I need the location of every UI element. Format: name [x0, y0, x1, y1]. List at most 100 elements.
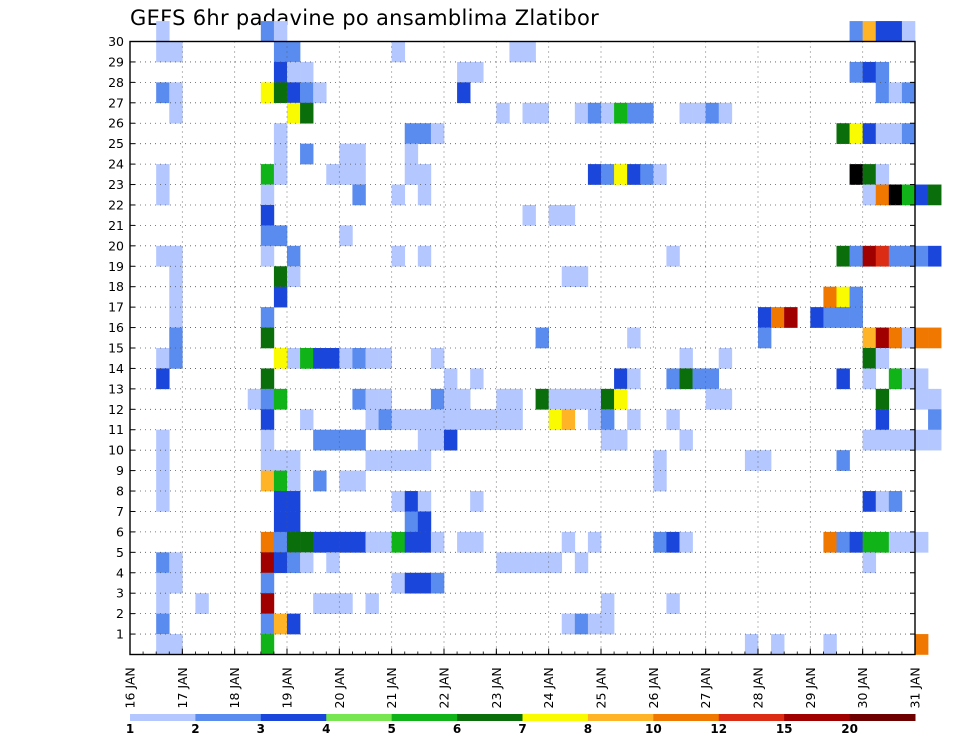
heatmap-cell: [169, 348, 183, 369]
heatmap-cell: [169, 102, 183, 124]
heatmap-cell: [169, 266, 183, 287]
heatmap-cell: [156, 593, 170, 614]
heatmap-cell: [156, 572, 170, 594]
heatmap-cell: [417, 491, 432, 512]
heatmap-cell: [287, 41, 301, 63]
x-tick-label: 24 JAN: [541, 667, 556, 708]
heatmap-cell: [849, 164, 863, 185]
colorbar-label: 10: [645, 722, 662, 736]
heatmap-cell: [679, 531, 693, 553]
heatmap-cell: [470, 368, 484, 390]
heatmap-cell: [156, 470, 170, 492]
heatmap-cell: [352, 184, 366, 206]
heatmap-cell: [823, 531, 837, 553]
heatmap-cell: [260, 21, 275, 42]
heatmap-cell: [561, 266, 576, 287]
heatmap-cell: [430, 388, 445, 410]
heatmap-cell: [901, 123, 916, 144]
heatmap-cell: [875, 429, 890, 451]
heatmap-cell: [561, 531, 576, 553]
heatmap-cell: [875, 82, 890, 104]
heatmap-cell: [627, 368, 641, 390]
heatmap-cell: [430, 123, 445, 144]
heatmap-cell: [888, 82, 903, 104]
heatmap-cell: [901, 429, 916, 451]
heatmap-cell: [326, 429, 340, 451]
heatmap-cell: [771, 307, 785, 328]
heatmap-cell: [862, 327, 877, 349]
heatmap-cell: [548, 409, 563, 431]
heatmap-cell: [391, 41, 406, 63]
heatmap-cell: [653, 531, 667, 553]
heatmap-cell: [875, 184, 890, 206]
heatmap-cell: [548, 388, 563, 410]
heatmap-cell: [156, 552, 170, 574]
heatmap-cell: [378, 388, 392, 410]
heatmap-cell: [928, 245, 942, 267]
heatmap-cell: [287, 491, 301, 512]
heatmap-cell: [260, 552, 275, 574]
heatmap-cell: [601, 613, 615, 635]
heatmap-cell: [758, 450, 772, 471]
heatmap-cell: [862, 429, 877, 451]
chart-title: GEFS 6hr padavine po ansamblima Zlatibor: [130, 6, 600, 30]
heatmap-cell: [627, 327, 641, 349]
heatmap-cell: [915, 368, 929, 390]
heatmap-cell: [339, 593, 353, 614]
heatmap-cell: [169, 634, 183, 655]
heatmap-cell: [273, 286, 288, 308]
heatmap-cell: [404, 491, 419, 512]
heatmap-cell: [744, 450, 759, 471]
heatmap-cell: [574, 266, 589, 287]
heatmap-cell: [260, 388, 275, 410]
heatmap-cell: [718, 388, 733, 410]
heatmap-cell: [169, 552, 183, 574]
y-tick-label: 12: [108, 402, 124, 417]
heatmap-cell: [273, 41, 288, 63]
heatmap-cell: [365, 593, 379, 614]
heatmap-cell: [287, 61, 301, 83]
heatmap-cell: [326, 552, 340, 574]
y-tick-label: 19: [108, 259, 124, 274]
colorbar-label: 7: [518, 722, 526, 736]
heatmap-cell: [758, 307, 772, 328]
heatmap-cell: [574, 388, 589, 410]
y-tick-label: 25: [108, 136, 124, 151]
heatmap-cell: [614, 388, 628, 410]
colorbar-swatch: [587, 714, 654, 721]
heatmap-cell: [287, 450, 301, 471]
heatmap-cell: [365, 409, 379, 431]
y-tick-label: 18: [108, 279, 124, 294]
heatmap-cell: [457, 388, 471, 410]
y-tick-label: 22: [108, 197, 124, 212]
heatmap-cell: [391, 531, 406, 553]
heatmap-cell: [417, 245, 432, 267]
heatmap-cell: [260, 429, 275, 451]
heatmap-cell: [273, 552, 288, 574]
heatmap-cell: [862, 348, 877, 369]
y-tick-label: 15: [108, 341, 124, 356]
heatmap-cell: [627, 164, 641, 185]
heatmap-cell: [365, 450, 379, 471]
heatmap-cell: [587, 164, 602, 185]
heatmap-cell: [273, 450, 288, 471]
heatmap-cell: [169, 327, 183, 349]
y-tick-label: 23: [108, 177, 124, 192]
x-tick-label: 26 JAN: [646, 667, 661, 708]
heatmap-cell: [862, 164, 877, 185]
heatmap-cell: [273, 225, 288, 247]
heatmap-cell: [169, 245, 183, 267]
heatmap-cell: [457, 61, 471, 83]
heatmap-cell: [901, 531, 916, 553]
heatmap-cell: [849, 286, 863, 308]
heatmap-cell: [273, 21, 288, 42]
colorbar-label: 6: [453, 722, 461, 736]
heatmap-cell: [313, 348, 327, 369]
heatmap-cell: [875, 21, 890, 42]
y-tick-label: 7: [116, 504, 124, 519]
heatmap-cell: [470, 531, 484, 553]
y-tick-label: 1: [116, 627, 124, 642]
heatmap-cell: [862, 368, 877, 390]
heatmap-cell: [666, 409, 680, 431]
